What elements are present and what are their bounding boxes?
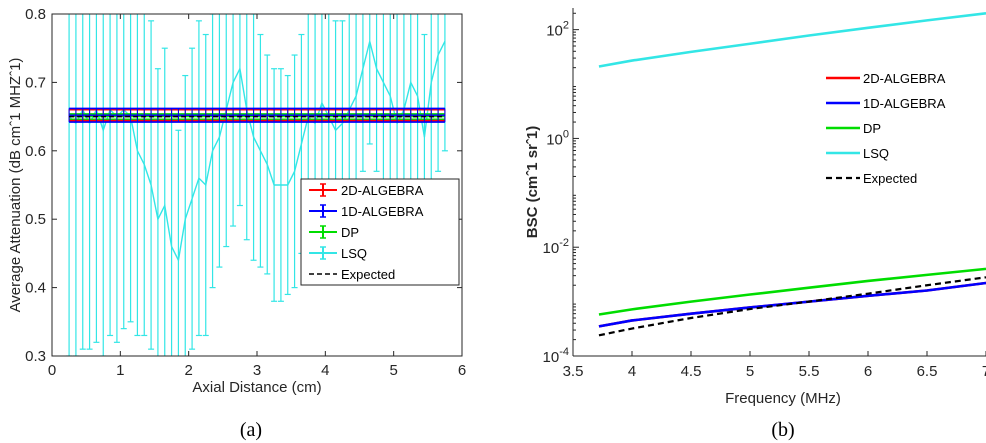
legend-label: Expected (863, 171, 917, 186)
legend-label: 2D-ALGEBRA (341, 183, 424, 198)
y-tick-label: 10-4 (543, 346, 569, 366)
y-tick-label: 0.3 (25, 348, 46, 365)
x-tick-label: 6.5 (917, 363, 938, 380)
panel-label: (b) (771, 419, 794, 441)
legend-label: DP (341, 225, 359, 240)
x-tick-label: 6 (864, 363, 872, 380)
y-tick-base: 10 (546, 131, 563, 148)
x-tick-label: 7 (982, 363, 986, 380)
series-expected-line (598, 276, 986, 337)
y-tick-label: 0.5 (25, 211, 46, 228)
x-axis-label: Axial Distance (cm) (192, 379, 321, 396)
legend-label: Expected (341, 267, 395, 282)
legend: 2D-ALGEBRA 1D-ALGEBRA DP LSQ Expected (300, 178, 460, 286)
x-tick-label: 0 (48, 362, 56, 379)
legend-label: LSQ (863, 146, 889, 161)
y-axis-label: BSC (cmˆ1 srˆ1) (524, 126, 541, 239)
series-dp-line (598, 267, 986, 316)
panel-a-plot-area (66, 14, 448, 356)
legend-label: 2D-ALGEBRA (863, 71, 946, 86)
panel-a-chart: 0 1 2 3 4 5 6 0.3 0.4 0.5 0.6 0.7 0.8 Axial Distance … (7, 6, 466, 441)
y-tick-label: 0.7 (25, 74, 46, 91)
legend-label: 1D-ALGEBRA (863, 96, 946, 111)
x-axis-label: Frequency (MHz) (725, 390, 841, 407)
x-tick-label: 5 (746, 363, 754, 380)
y-tick-base: 10 (543, 349, 560, 366)
x-tick-label: 1 (116, 362, 124, 379)
y-tick-exponent: 0 (563, 128, 569, 140)
y-axis-label: Average Attenuation (dB cmˆ1 MHZˆ1) (7, 58, 24, 313)
panel-b-chart: 3.544.555.566.5710-410-2100102Frequency … (524, 8, 986, 441)
x-tick-label: 4.5 (681, 363, 702, 380)
y-tick-label: 0.4 (25, 280, 46, 297)
x-tick-label: 4 (628, 363, 636, 380)
legend: 2D-ALGEBRA 1D-ALGEBRA DP LSQ Expected (820, 64, 972, 196)
series-lsq-line (598, 11, 986, 68)
x-tick-label: 5 (389, 362, 397, 379)
x-tick-label: 6 (458, 362, 466, 379)
y-tick-label: 100 (546, 128, 569, 148)
panel-label: (a) (240, 419, 262, 441)
legend-label: 1D-ALGEBRA (341, 204, 424, 219)
y-tick-exponent: -2 (559, 237, 569, 249)
y-tick-base: 10 (543, 240, 560, 257)
x-tick-label: 4 (321, 362, 329, 379)
y-tick-label: 0.6 (25, 143, 46, 160)
y-tick-label: 10-2 (543, 237, 569, 257)
y-tick-label: 0.8 (25, 6, 46, 23)
x-tick-label: 5.5 (799, 363, 820, 380)
x-tick-label: 2 (184, 362, 192, 379)
y-tick-base: 10 (546, 23, 563, 40)
y-tick-exponent: 2 (563, 20, 569, 32)
y-tick-label: 102 (546, 20, 569, 40)
x-tick-label: 3.5 (563, 363, 584, 380)
y-tick-exponent: -4 (559, 346, 569, 358)
legend-label: DP (863, 121, 881, 136)
legend-label: LSQ (341, 246, 367, 261)
panel-b-plot-area (598, 11, 986, 337)
legend-box (820, 64, 972, 196)
x-tick-label: 3 (253, 362, 261, 379)
